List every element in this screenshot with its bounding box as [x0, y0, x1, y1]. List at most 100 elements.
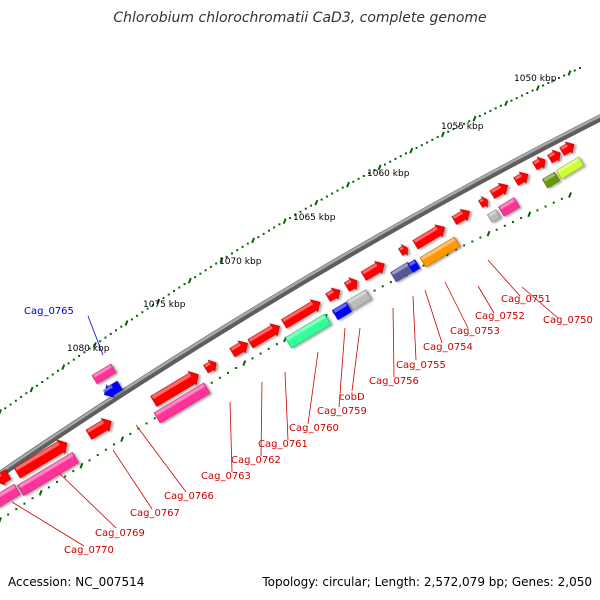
gene-label-cag-0756[interactable]: Cag_0756 [369, 376, 419, 387]
scale-tick-minor [273, 226, 276, 229]
gene-highlight [204, 362, 211, 368]
scale-tick-minor [447, 130, 450, 133]
scale-tick-minor [9, 403, 12, 406]
gene-label-cag-0770[interactable]: Cag_0770 [64, 545, 114, 556]
gene-label-cag-0761[interactable]: Cag_0761 [258, 439, 308, 450]
gene-cag-0770[interactable] [0, 468, 12, 488]
gene-ann-magenta-2[interactable] [153, 382, 211, 424]
scale-label-1075: 1075 kbp [143, 300, 186, 310]
scale-tick-minor [51, 373, 54, 376]
gene-label-cag-0766[interactable]: Cag_0766 [164, 491, 214, 502]
gene-cag-0769[interactable] [13, 436, 71, 480]
inner-tick-minor [267, 347, 270, 350]
gene-label-cag-0769[interactable]: Cag_0769 [95, 528, 145, 539]
gene-ann-magenta-3[interactable] [17, 451, 79, 497]
gene-label-cag-0765[interactable]: Cag_0765 [24, 306, 74, 317]
gene-cag-0757[interactable] [412, 221, 448, 251]
scale-tick-minor [289, 217, 291, 219]
gene-body [498, 197, 520, 217]
gene-cag-0758[interactable] [397, 243, 410, 257]
gene-label-cag-0751[interactable]: Cag_0751 [501, 294, 551, 305]
leader-line [135, 424, 187, 493]
scale-tick-minor [304, 207, 307, 210]
gene-cag-0752[interactable] [532, 154, 549, 171]
gene-cag-0761[interactable] [325, 285, 344, 303]
gene-cag-0767[interactable] [85, 415, 115, 441]
scale-tick-minor [25, 392, 28, 395]
gene-cag-0763[interactable] [247, 320, 283, 350]
scale-tick-minor [109, 332, 112, 335]
gene-ann-magenta-1[interactable] [498, 197, 520, 217]
gene-label-cag-0759[interactable]: Cag_0759 [317, 406, 367, 417]
inner-tick-minor [495, 228, 498, 231]
gene-label-cag-0754[interactable]: Cag_0754 [423, 342, 473, 353]
leader-line [87, 315, 104, 356]
gene-ann-blue-1[interactable] [407, 259, 421, 273]
gene-ann-olive[interactable] [542, 171, 560, 189]
gene-ann-blue-2[interactable] [331, 301, 353, 321]
gene-ann-grey[interactable] [346, 289, 372, 311]
scale-tick-minor [484, 112, 487, 115]
gene-cag-0750[interactable] [559, 139, 578, 157]
gene-cag-0764[interactable] [229, 337, 252, 358]
scale-tick-minor [331, 192, 334, 195]
gene-cag-0751[interactable] [547, 147, 564, 164]
gene-cag-0753[interactable] [513, 169, 532, 187]
scale-tick-major [251, 237, 256, 244]
gene-highlight [499, 198, 515, 210]
scale-tick-minor [20, 395, 23, 398]
gene-body [532, 156, 546, 171]
gene-cag-0756[interactable] [451, 206, 473, 226]
gene-cag-0765-blue[interactable] [101, 379, 124, 400]
gene-label-cag-0750[interactable]: Cag_0750 [543, 315, 593, 326]
gene-ann-lime[interactable] [555, 156, 585, 180]
gene-cag-0754[interactable] [489, 180, 511, 200]
gene-cag-0755[interactable] [477, 195, 490, 209]
gene-cag-0765[interactable] [91, 363, 117, 385]
gene-body [284, 313, 332, 349]
gene-body [331, 301, 353, 321]
gene-ann-teal[interactable] [284, 313, 332, 349]
scale-tick-minor [162, 297, 165, 300]
inner-tick-minor [520, 217, 523, 220]
gene-highlight [333, 303, 347, 313]
gene-label-cag-0767[interactable]: Cag_0767 [130, 508, 180, 519]
inner-tick-minor [31, 497, 34, 500]
gene-cag-0766[interactable] [150, 368, 203, 408]
inner-tick-minor [113, 443, 115, 446]
scale-tick-minor [236, 249, 239, 252]
scale-tick-major [472, 115, 477, 122]
scale-tick-major [61, 364, 66, 370]
gene-label-cag-0763[interactable]: Cag_0763 [201, 471, 251, 482]
gene-label-cag-0755[interactable]: Cag_0755 [396, 360, 446, 371]
inner-tick-minor [251, 357, 254, 360]
gene-body [343, 277, 358, 292]
scale-tick-minor [4, 407, 7, 410]
inner-tick-minor [552, 201, 555, 204]
gene-body [325, 287, 341, 302]
gene-cag-0760[interactable] [343, 275, 360, 293]
inner-tick-minor [72, 470, 75, 473]
scale-tick-minor [78, 354, 81, 357]
map-title: Chlorobium chlorochromatii CaD3, complet… [113, 10, 486, 26]
gene-label-cag-0753[interactable]: Cag_0753 [450, 326, 500, 337]
gene-cag-0762[interactable] [280, 296, 323, 330]
gene-label-cag-0752[interactable]: Cag_0752 [475, 311, 525, 322]
gene-label-cag-0762[interactable]: Cag_0762 [231, 455, 281, 466]
gene-ann-magenta-4[interactable] [0, 483, 21, 509]
gene-cag-0765b[interactable] [203, 357, 220, 374]
gene-highlight [362, 263, 378, 275]
scale-tick-major [0, 409, 2, 415]
gene-label-cag-0760[interactable]: Cag_0760 [289, 423, 339, 434]
gene-highlight [399, 246, 404, 251]
leader-line [351, 327, 361, 392]
scale-tick-minor [130, 318, 133, 321]
gene-ann-orange[interactable] [419, 236, 461, 268]
gene-ann-grey-small[interactable] [486, 209, 502, 223]
gene-cag-0759[interactable] [360, 258, 388, 282]
inner-tick-minor [104, 448, 107, 451]
gene-body [103, 380, 123, 398]
gene-body [346, 289, 372, 311]
scale-tick-minor [299, 210, 302, 213]
gene-label-cobd[interactable]: cobD [339, 392, 365, 403]
